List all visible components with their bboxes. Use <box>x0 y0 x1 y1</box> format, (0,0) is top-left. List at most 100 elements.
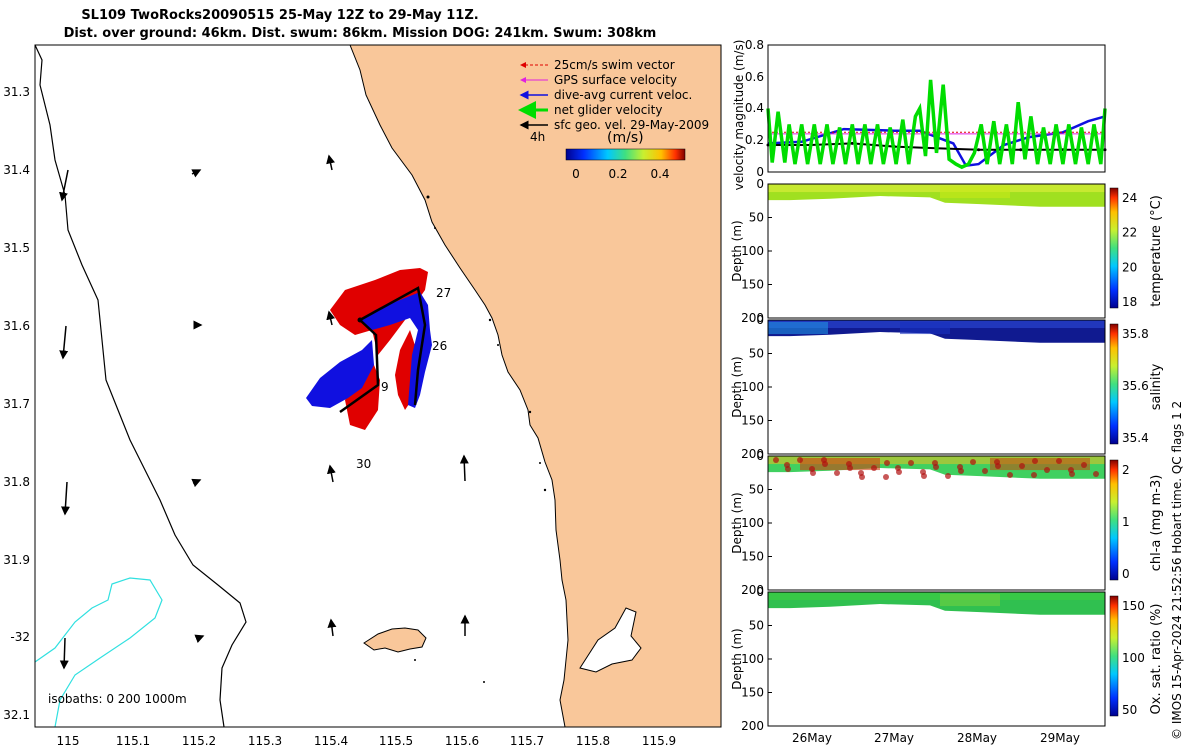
section-panel-3: 0 50 100 150 200 Depth (m) 0 1 2 chl-a (mg m-3) <box>730 449 1164 597</box>
colorbar-tick-label: 0 <box>1122 567 1130 581</box>
y-tick-31.5: 31.5 <box>3 241 30 255</box>
section-ytick-label: 100 <box>741 516 764 530</box>
section-surface-layer <box>768 184 1105 193</box>
section-ytick-label: 200 <box>741 719 764 733</box>
chart-title-line1: SL109 TwoRocks20090515 25-May 12Z to 29-… <box>81 8 479 23</box>
colorbar-tick-label: 35.8 <box>1122 327 1149 341</box>
section-ylabel: Depth (m) <box>730 356 744 417</box>
section-dot <box>1019 463 1025 469</box>
cbar-tick-0: 0 <box>572 167 580 181</box>
section-ytick-label: 100 <box>741 380 764 394</box>
colorbar-tick-label: 18 <box>1122 295 1137 309</box>
date-tick-label: 29May <box>1040 731 1080 745</box>
land-area <box>349 45 721 727</box>
section-ytick-label: 50 <box>749 619 764 633</box>
y-tick-32.1: 32.1 <box>3 708 30 722</box>
velocity-panel: 0 0.2 0.4 0.6 0.8 velocity magnitude (m/… <box>732 38 1107 190</box>
colorbar-label: chl-a (mg m-3) <box>1149 475 1164 572</box>
isobath-200 <box>35 45 247 727</box>
map-y-ticks: 31.3 31.4 31.5 31.6 31.7 31.8 31.9 -32 3… <box>3 85 30 722</box>
section-dot <box>1007 472 1013 478</box>
x-tick-115.4: 115.4 <box>314 734 348 748</box>
section-dot <box>1031 472 1037 478</box>
section-dot <box>1081 462 1087 468</box>
x-tick-115.5: 115.5 <box>379 734 413 748</box>
section-ytick-label: 150 <box>741 414 764 428</box>
section-dot <box>1093 471 1099 477</box>
legend-sfc-geo: sfc geo. vel. 29-May-2009 <box>554 118 709 132</box>
colorbar-tick-label: 150 <box>1122 599 1145 613</box>
section-dot <box>871 465 877 471</box>
section-dot <box>884 460 890 466</box>
section-dot <box>982 468 988 474</box>
colorbar-tick-label: 20 <box>1122 260 1137 274</box>
section-ylabel: Depth (m) <box>730 492 744 553</box>
colorbar-tick-label: 100 <box>1122 651 1145 665</box>
day-label-29: 9 <box>381 380 389 394</box>
colorbar-label: salinity <box>1149 363 1164 410</box>
y-tick-31.8: 31.8 <box>3 475 30 489</box>
isobath-1000 <box>35 577 163 727</box>
section-dot <box>784 462 790 468</box>
colorbar-label: (m/s) <box>607 130 644 146</box>
section-colorbar <box>1109 323 1119 445</box>
velocity-frame <box>767 44 1106 173</box>
section-ytick-label: 150 <box>741 686 764 700</box>
track-start-marker <box>357 317 363 323</box>
y-tick-31.7: 31.7 <box>3 397 30 411</box>
y-tick-31.3: 31.3 <box>3 85 30 99</box>
day-label-27: 27 <box>436 286 451 300</box>
x-tick-115.1: 115.1 <box>116 734 150 748</box>
vel-tick-0.8: 0.8 <box>745 38 764 52</box>
section-dot <box>883 474 889 480</box>
isobaths-note: isobaths: 0 200 1000m <box>48 692 187 706</box>
islets <box>414 195 547 683</box>
sfc-geo-point <box>977 148 981 152</box>
section-ytick-label: 0 <box>756 313 764 327</box>
x-tick-115.7: 115.7 <box>510 734 544 748</box>
vel-tick-0: 0 <box>756 165 764 179</box>
colorbar-label: temperature (°C) <box>1149 195 1164 307</box>
legend-net: net glider velocity <box>554 103 662 117</box>
day-label-26: 26 <box>432 339 447 353</box>
colorbar-tick-label: 2 <box>1122 463 1130 477</box>
velocity-series-4 <box>766 79 1107 170</box>
section-dot <box>1044 467 1050 473</box>
section-ytick-label: 0 <box>756 177 764 191</box>
date-tick-label: 28May <box>957 731 997 745</box>
rottnest-island <box>363 627 427 653</box>
map-frame <box>34 44 722 728</box>
current-vectors <box>306 292 432 408</box>
vel-tick-0.4: 0.4 <box>745 101 764 115</box>
x-tick-115.9: 115.9 <box>642 734 676 748</box>
section-panel-4: 0 50 100 150 200 Depth (m) 50 100 150 Ox. sat. ra… <box>730 585 1164 733</box>
map-legend: 25cm/s swim vector GPS surface velocity … <box>518 58 709 181</box>
section-accent <box>768 322 828 335</box>
geostrophic-arrows <box>59 154 470 670</box>
section-dot <box>920 469 926 475</box>
section-dot <box>821 457 827 463</box>
section-accent <box>800 458 880 471</box>
colorbar-tick-label: 22 <box>1122 226 1137 240</box>
section-colorbar <box>1109 459 1119 581</box>
map-panel: 25cm/s swim vector GPS surface velocity … <box>3 44 722 748</box>
section-dot <box>834 470 840 476</box>
colorbar-tick-label: 35.6 <box>1122 379 1149 393</box>
section-dot <box>809 466 815 472</box>
estuary <box>579 607 642 673</box>
section-ytick-label: 100 <box>741 652 764 666</box>
section-dot <box>1056 458 1062 464</box>
x-tick-115.2: 115.2 <box>182 734 216 748</box>
time-label: 4h <box>530 130 545 144</box>
section-ytick-label: 50 <box>749 347 764 361</box>
cbar-tick-04: 0.4 <box>650 167 669 181</box>
section-dot <box>908 460 914 466</box>
x-tick-115.3: 115.3 <box>248 734 282 748</box>
colorbar-tick-label: 35.4 <box>1122 431 1149 445</box>
section-ytick-label: 0 <box>756 585 764 599</box>
section-dot <box>1068 467 1074 473</box>
section-ytick-label: 150 <box>741 550 764 564</box>
section-dot <box>858 470 864 476</box>
